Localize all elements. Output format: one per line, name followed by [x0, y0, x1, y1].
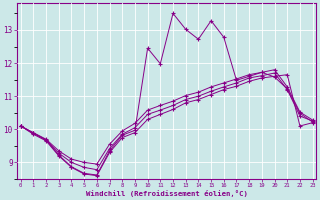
X-axis label: Windchill (Refroidissement éolien,°C): Windchill (Refroidissement éolien,°C)	[86, 190, 248, 197]
